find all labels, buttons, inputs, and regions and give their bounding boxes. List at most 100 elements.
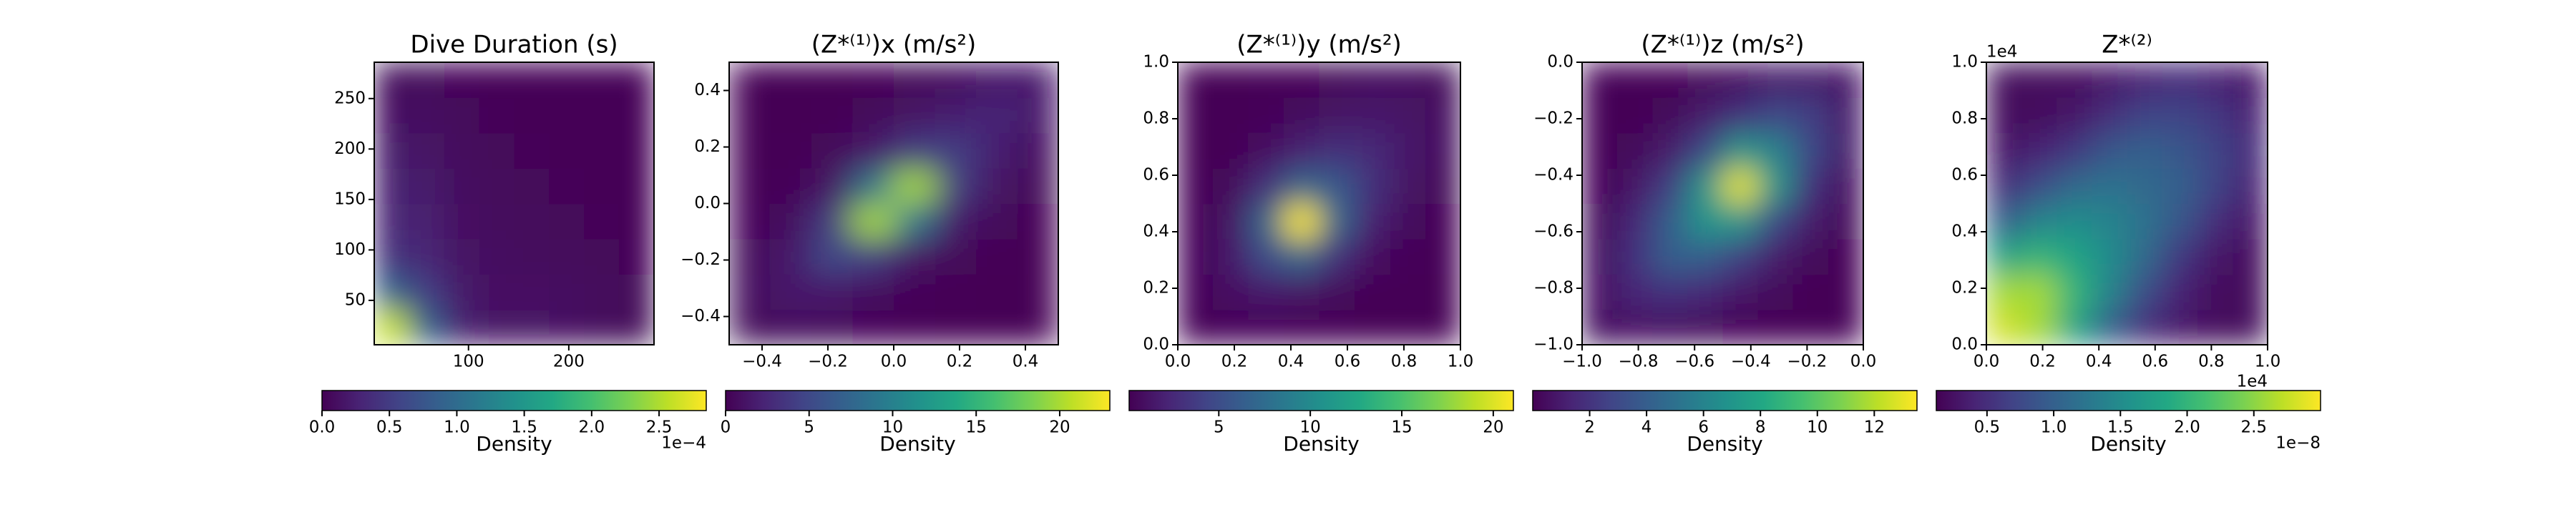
x-tick-label: 0.4: [1278, 353, 1304, 371]
heatmap-cell: [1017, 238, 1058, 275]
heatmap-cell: [1757, 274, 1794, 310]
heatmap-cell: [1425, 97, 1460, 134]
heatmap-cell: [935, 238, 977, 275]
heatmap-cell: [584, 97, 620, 134]
y-tick-label: 0.0: [1951, 335, 1978, 354]
heatmap-cell: [1425, 274, 1460, 310]
heatmap-cell: [1213, 238, 1249, 275]
heatmap-cell: [2232, 97, 2268, 134]
heatmap-cell: [1986, 168, 2022, 205]
heatmap-cell: [1828, 168, 1863, 205]
x-tick-label: 0.2: [1221, 353, 1248, 371]
heatmap-cell: [770, 203, 812, 240]
heatmap-cell: [1284, 168, 1320, 205]
heatmap-cell: [444, 274, 480, 310]
heatmap-cell: [811, 309, 854, 345]
heatmap-cell: [2057, 97, 2092, 134]
heatmap-cell: [1319, 274, 1355, 310]
heatmap-cell: [1213, 132, 1249, 169]
heatmap-cell: [619, 203, 654, 240]
heatmap-cell: [1354, 309, 1390, 345]
heatmap-cell: [976, 203, 1018, 240]
plot-frame: [1581, 62, 1864, 345]
heatmap-cell: [1687, 97, 1724, 134]
y-tick-label: 0.0: [694, 194, 721, 212]
x-tick-label: 1.0: [2255, 353, 2281, 371]
heatmap-cell: [811, 62, 854, 98]
heatmap-cell: [1425, 203, 1460, 240]
heatmap-cell: [1986, 309, 2022, 345]
heatmap-cell: [549, 274, 585, 310]
heatmap-cell: [514, 274, 550, 310]
heatmap-cell: [1722, 274, 1759, 310]
heatmap-cell: [2092, 309, 2128, 345]
heatmap-cell: [852, 132, 894, 169]
heatmap-cell: [1652, 203, 1688, 240]
heatmap-cells: [374, 62, 654, 345]
heatmap-cell: [1986, 238, 2022, 275]
heatmap-cell: [2057, 132, 2092, 169]
colorbar-tick-label: 10: [1807, 418, 1828, 437]
heatmap-cell: [1178, 309, 1214, 345]
heatmap-cell: [1757, 309, 1794, 345]
heatmap-cell: [1617, 203, 1653, 240]
heatmap-cell: [1652, 62, 1688, 98]
heatmap-cell: [2092, 168, 2128, 205]
y-tick-label: −1.0: [1533, 335, 1574, 354]
heatmap-cell: [894, 309, 936, 345]
heatmap-cell: [1017, 132, 1058, 169]
heatmap-cell: [2232, 238, 2268, 275]
x-tick-label: 0.2: [947, 353, 973, 371]
heatmap-cell: [1354, 168, 1390, 205]
panel-title: Dive Duration (s): [410, 31, 618, 59]
heatmap-cell: [729, 238, 771, 275]
heatmap-cells: [1986, 62, 2268, 345]
heatmap-cell: [1354, 203, 1390, 240]
x-tick-label: 0.0: [1850, 353, 1877, 371]
heatmap: [1178, 62, 1460, 345]
heatmap-cell: [1178, 168, 1214, 205]
colorbar-tick-label: 10: [1300, 418, 1321, 437]
heatmap-cell: [852, 309, 894, 345]
heatmap-cell: [1017, 168, 1058, 205]
panel-title: (Z*⁽¹⁾)z (m/s²): [1641, 31, 1804, 59]
heatmap-cell: [444, 168, 480, 205]
heatmap-cell: [1390, 97, 1426, 134]
colorbar: [725, 390, 1111, 411]
heatmap-cell: [1017, 62, 1058, 98]
colorbar-offset-label: 1e−8: [2275, 434, 2321, 453]
heatmap-cell: [852, 62, 894, 98]
heatmap-cell: [1582, 274, 1618, 310]
heatmap-cell: [1757, 168, 1794, 205]
heatmap-cell: [1319, 168, 1355, 205]
plot-frame: [1177, 62, 1461, 345]
heatmap-cell: [2021, 238, 2057, 275]
heatmap-cell: [894, 203, 936, 240]
heatmap-cell: [770, 309, 812, 345]
y-tick-label: −0.8: [1533, 279, 1574, 298]
y-tick-label: 0.2: [694, 137, 721, 156]
heatmap-cell: [1828, 62, 1863, 98]
heatmap-cell: [1828, 274, 1863, 310]
y-tick-label: −0.6: [1533, 222, 1574, 241]
heatmap-cell: [1284, 97, 1320, 134]
heatmap-cell: [374, 309, 410, 345]
colorbar-tick-label: 20: [1049, 418, 1070, 437]
heatmap-cell: [770, 62, 812, 98]
heatmap-cell: [1178, 132, 1214, 169]
heatmap-cell: [852, 168, 894, 205]
heatmap-cell: [935, 203, 977, 240]
heatmap-cell: [1390, 274, 1426, 310]
heatmap-cell: [811, 132, 854, 169]
colorbar-tick-label: 10: [882, 418, 903, 437]
colorbar-tick-label: 1.0: [2041, 418, 2067, 437]
heatmap-cell: [1986, 203, 2022, 240]
heatmap-cell: [549, 238, 585, 275]
heatmap-cell: [2162, 62, 2198, 98]
heatmap-cell: [2021, 62, 2057, 98]
heatmap-cell: [374, 168, 410, 205]
x-offset-label: 1e4: [2237, 373, 2268, 391]
heatmap-cell: [1582, 203, 1618, 240]
heatmap-cell: [1390, 309, 1426, 345]
heatmap-cell: [1017, 203, 1058, 240]
